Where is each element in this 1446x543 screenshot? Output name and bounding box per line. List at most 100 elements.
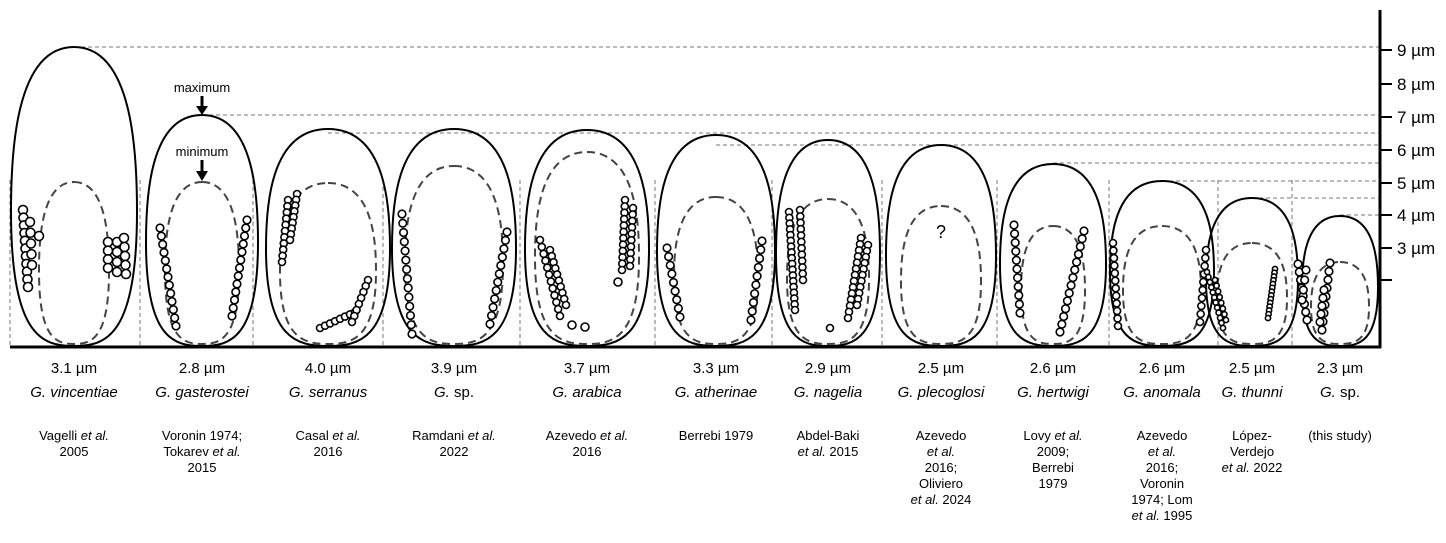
polar-ring-cell [1059,311,1069,322]
reference-label: Ramdani et al. 2022 [412,428,496,459]
polar-ring-cell [550,290,559,300]
reference-segment: et al. [927,444,955,459]
scale-label: 3 µm [1397,239,1435,258]
polar-ring-cell [535,235,545,245]
polar-ring-cell [500,235,511,245]
reference-label: Vagelli et al. 2005 [39,428,109,459]
polar-ring-cell [400,246,410,256]
reference-label: Azevedo et al. 2016; Oliviero et al. 2024 [911,428,972,507]
reference-segment: et al. [1148,444,1176,459]
reference-line: et al. 2015 [798,444,859,459]
polar-ring-cell [613,277,623,287]
polar-ring-cell [485,319,495,329]
polar-ring-cell [673,303,683,313]
polar-ring-cell [164,280,174,290]
reference-segment: 2016 [573,444,602,459]
reference-label: Azevedo et al. 2016 [546,428,628,459]
polar-ring-cell [158,239,168,249]
polar-ring-cell [1009,220,1019,230]
reference-segment: 2009; [1037,444,1070,459]
polar-ring-cell [405,310,416,321]
reference-segment: Azevedo [546,428,600,443]
polar-ring-cell [1317,325,1327,335]
scale-axis: 9 µm 8 µm 7 µm 6 µm 5 µm 4 µm 3 µm [10,10,1435,349]
polar-ring-cell [111,256,123,268]
polar-ring-cell [1110,268,1120,278]
reference-segment: (this study) [1308,428,1372,443]
spore-size-label: 2.6 µm [1030,360,1076,377]
polar-ring-cell [490,294,500,304]
polar-ring-cell [756,245,766,255]
species-name-label: G. plecoglosi [898,384,985,401]
minimum-arrowhead-icon [196,171,208,181]
polar-ring-cell [167,296,177,307]
reference-label: López-Verdejo et al. 2022 [1222,428,1283,475]
reference-segment: Azevedo [916,428,967,443]
polar-ring-cell [402,264,412,274]
species-name-label: G. atherinae [675,384,758,401]
reference-segment: et al. [911,492,939,507]
polar-ring-cell [277,257,287,267]
spore-outer-wall [655,133,777,348]
polar-ring-cell [670,286,680,296]
polar-ring-cell [1015,308,1025,318]
polar-ring-cell [111,246,123,258]
polar-ring-cell [405,301,415,311]
polar-ring-cell [1010,238,1020,248]
spore-size-label: 2.9 µm [805,360,851,377]
reference-line: 1979 [1039,476,1068,491]
polar-ring-cell [1264,314,1272,322]
spore-inner-wall [1309,260,1371,346]
polar-ring-cell [625,261,635,271]
polar-ring-cell [156,231,166,241]
species-name-label: G. gasterostei [155,384,249,401]
polar-ring-cell [120,268,132,280]
polar-ring-cell [403,283,413,293]
reference-segment: et al. [1054,428,1082,443]
polar-ring-cell [1108,238,1118,248]
polar-ring-cell [1198,285,1207,295]
species-name-label: G. vincentiae [30,384,118,401]
polar-ring-cell [1324,266,1334,276]
reference-segment: et al. [332,428,360,443]
spore-inner-wall [899,204,983,346]
polar-ring-cell [1013,282,1023,292]
polar-ring-cell [1112,299,1121,308]
polar-ring-cell [541,256,550,266]
polar-ring-cell [502,227,512,237]
reference-segment: 2015 [188,460,217,475]
reference-segment: Verdejo [1230,444,1274,459]
reference-line: 2016; [925,460,958,475]
polar-ring-cell [1012,273,1023,283]
reference-segment: Casal [295,428,332,443]
polar-ring-cell [488,302,498,312]
polar-ring-cell [1199,277,1208,287]
species-genus: G. [289,384,309,401]
polar-ring-cell [499,244,509,254]
polar-ring-cell [233,271,243,281]
reference-label: Azevedo et al. 2016; Voronin 1974; Lom et al.… [1131,428,1192,523]
polar-ring-cell [1111,291,1121,301]
reference-line: Azevedo [916,428,967,443]
polar-ring-cell [242,215,252,225]
polar-ring-cell [1068,273,1078,283]
species-name-label: G. nagelia [794,384,862,401]
polar-ring-cell [398,227,409,238]
polar-ring-cell [1201,253,1210,263]
polar-ring-cell [1200,261,1209,271]
polar-ring-cell [1301,307,1311,317]
reference-line: et al. [1148,444,1176,459]
scale-label: 4 µm [1397,206,1435,225]
spore-size-label: 2.5 µm [1229,360,1275,377]
species-epithet: hertwigi [1037,384,1089,401]
polar-ring-cell [1302,315,1312,325]
reference-line: Verdejo [1230,444,1274,459]
polar-ring-cell [237,247,247,257]
species-epithet: plecoglosi [917,384,985,401]
reference-line: Tokarev et al. [163,444,240,459]
polar-ring-cell [236,255,246,265]
polar-ring-cell [1211,276,1219,284]
spore-inner-wall [533,150,641,346]
polar-ring-cell [404,292,414,302]
polar-ring-cell [491,285,501,296]
